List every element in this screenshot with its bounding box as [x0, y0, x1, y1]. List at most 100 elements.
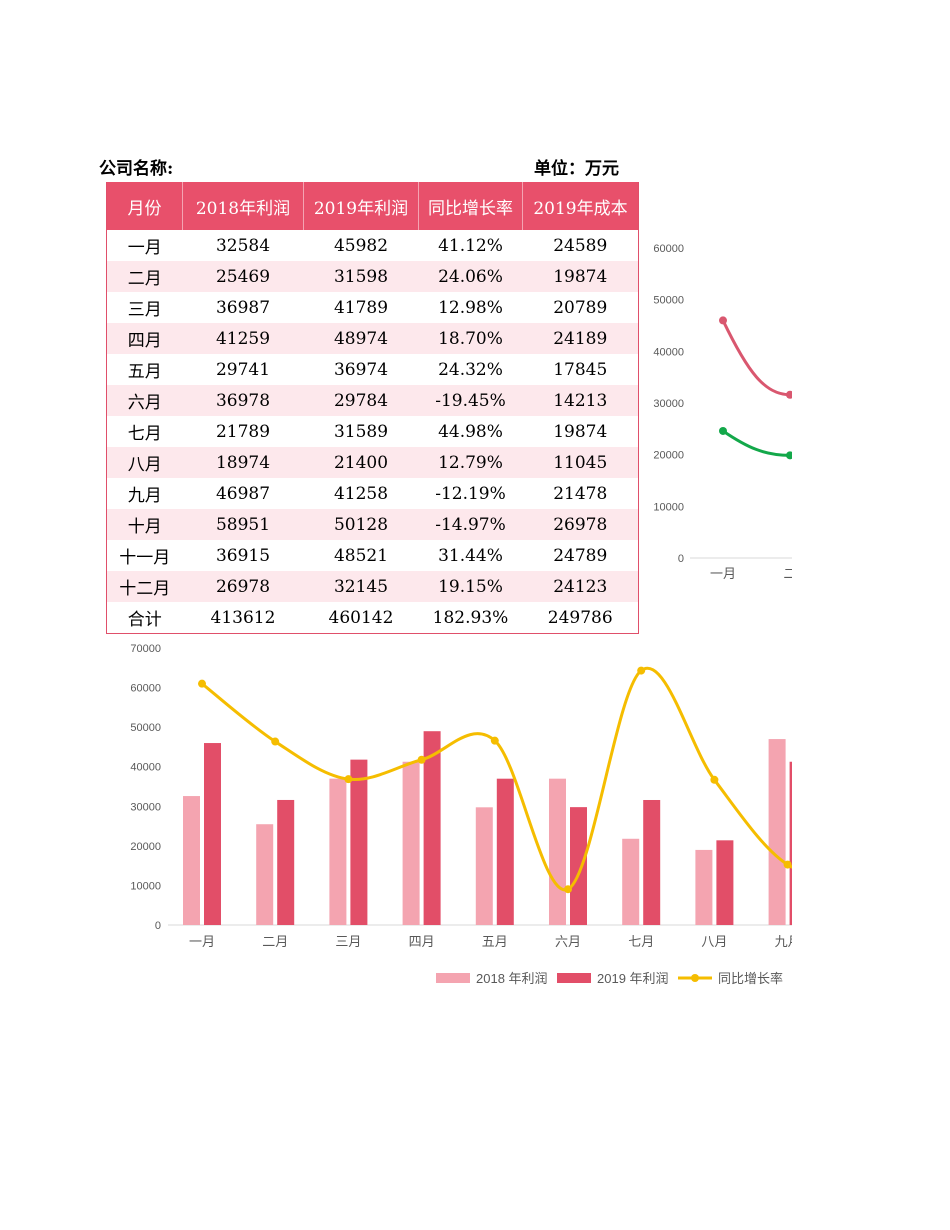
- table-cell: 24789: [553, 545, 608, 566]
- bar: [695, 849, 713, 925]
- line-chart-plot: 0 10000 20000 30000 40000 50000 60000 一月 二: [653, 243, 792, 581]
- table-row: 十一月 36915 48521 31.44% 24789: [107, 540, 639, 571]
- table-cell: 26978: [182, 571, 304, 602]
- table-cell: 29741: [215, 359, 271, 380]
- x-tick-label: 二月: [262, 934, 288, 949]
- x-tick-label: 六月: [555, 934, 581, 949]
- company-name-label: 公司名称:: [99, 159, 174, 179]
- series-line: [721, 319, 791, 397]
- table-cell: 11045: [522, 447, 639, 478]
- bar: [256, 824, 274, 925]
- table-cell: 24.06%: [418, 261, 523, 292]
- table-cell: 三月: [127, 300, 162, 320]
- table-cell: 44.98%: [438, 421, 503, 442]
- col-header-2019-profit: 2019年利润: [303, 182, 419, 230]
- table-cell: 五月: [127, 362, 162, 382]
- bar: [204, 743, 221, 925]
- table-cell: 19874: [522, 261, 639, 292]
- table-cell: 31598: [303, 261, 419, 292]
- series-point: [786, 451, 792, 460]
- growth-point: [198, 679, 206, 688]
- table-cell: 八月: [106, 447, 183, 478]
- table-row: 十月 58951 50128 -14.97% 26978: [106, 509, 639, 540]
- x-tick-label: 三月: [335, 934, 361, 949]
- x-tick-label: 五月: [482, 934, 508, 949]
- table-row: 八月 18974 21400 12.79% 11045: [106, 447, 639, 478]
- table-cell: 36974: [333, 359, 389, 380]
- bar: [350, 759, 368, 925]
- table-cell: 50128: [303, 509, 419, 540]
- table-cell: 182.93%: [418, 602, 523, 634]
- table-cell: 十二月: [106, 571, 183, 602]
- col-header-growth-rate: 同比增长率: [418, 182, 523, 230]
- x-tick-label: 一月: [189, 934, 215, 949]
- x-tick-label: 七月: [628, 934, 654, 949]
- table-cell: 36915: [215, 545, 271, 566]
- growth-point: [417, 755, 426, 764]
- table-cell: 二月: [106, 261, 183, 292]
- y-tick-label: 50000: [130, 722, 161, 734]
- table-cell: 41.12%: [438, 235, 503, 256]
- table-cell: 58951: [182, 509, 304, 540]
- table-cell: 18.70%: [418, 323, 523, 354]
- unit-label: 单位：万元: [534, 159, 619, 179]
- series-point: [719, 426, 727, 435]
- table-cell: 460142: [303, 602, 419, 634]
- table-body: 一月 32584 45982 41.12% 24589 二月 25469 31598 24.06…: [106, 230, 639, 634]
- bar: [277, 799, 295, 925]
- y-tick-label: 20000: [130, 841, 161, 853]
- chart-legend: 2018 年利润 2019 年利润 同比增长率: [436, 971, 783, 986]
- table-cell: 32145: [303, 571, 419, 602]
- table-row: 二月 25469 31598 24.06% 19874: [106, 261, 639, 292]
- col-header-2018-profit: 2018年利润: [182, 182, 304, 230]
- table-cell: 18974: [182, 447, 304, 478]
- table-cell: 一月: [127, 238, 162, 258]
- series-point: [786, 390, 792, 399]
- table-cell: 七月: [127, 424, 162, 444]
- table-cell: 17845: [553, 359, 608, 380]
- table-cell: 25469: [182, 261, 304, 292]
- table-row: 三月 36987 41789 12.98% 20789: [107, 292, 639, 323]
- bar: [549, 778, 566, 925]
- table-cell: -12.19%: [435, 483, 506, 504]
- table-cell: -14.97%: [418, 509, 523, 540]
- table-cell: 48521: [333, 545, 389, 566]
- x-tick-label: 四月: [409, 934, 435, 949]
- y-tick-label: 20000: [653, 450, 684, 462]
- bar: [643, 799, 661, 925]
- y-tick-label: 10000: [653, 501, 684, 513]
- table-cell: 31.44%: [438, 545, 503, 566]
- x-tick-label: 九月: [775, 934, 801, 949]
- bar: [789, 761, 792, 925]
- col-header-2019-cost: 2019年成本: [522, 182, 639, 230]
- table-cell: 24123: [522, 571, 639, 602]
- table-cell: 21789: [215, 421, 271, 442]
- profit-table: 月份 2018年利润 2019年利润 同比增长率 2019年成本 一月 32584…: [106, 182, 639, 634]
- series-point: [719, 316, 727, 325]
- x-tick-label: 一月: [710, 566, 736, 581]
- legend-swatch: [557, 973, 591, 983]
- table-row: 五月 29741 36974 24.32% 17845: [107, 354, 639, 385]
- table-cell: 24589: [553, 235, 608, 256]
- table-cell: 32584: [215, 235, 271, 256]
- table-cell: 20789: [553, 297, 608, 318]
- table-cell: 24189: [522, 323, 639, 354]
- growth-point: [564, 885, 572, 894]
- table-cell: 45982: [333, 235, 389, 256]
- bar: [402, 761, 420, 925]
- bar: [423, 731, 441, 925]
- bar: [570, 807, 587, 925]
- y-tick-label: 70000: [130, 643, 161, 655]
- table-row: 四月 41259 48974 18.70% 24189: [106, 323, 639, 354]
- growth-point: [490, 736, 499, 745]
- table-cell: 14213: [522, 385, 639, 416]
- table-cell: 29784: [303, 385, 419, 416]
- growth-point: [344, 775, 353, 784]
- legend-label: 2018 年利润: [476, 971, 548, 986]
- legend-marker: [691, 974, 699, 982]
- table-cell: 413612: [182, 602, 304, 634]
- table-cell: 19874: [553, 421, 608, 442]
- table-cell: 19.15%: [418, 571, 523, 602]
- bar: [622, 838, 640, 925]
- table-cell: 31589: [333, 421, 389, 442]
